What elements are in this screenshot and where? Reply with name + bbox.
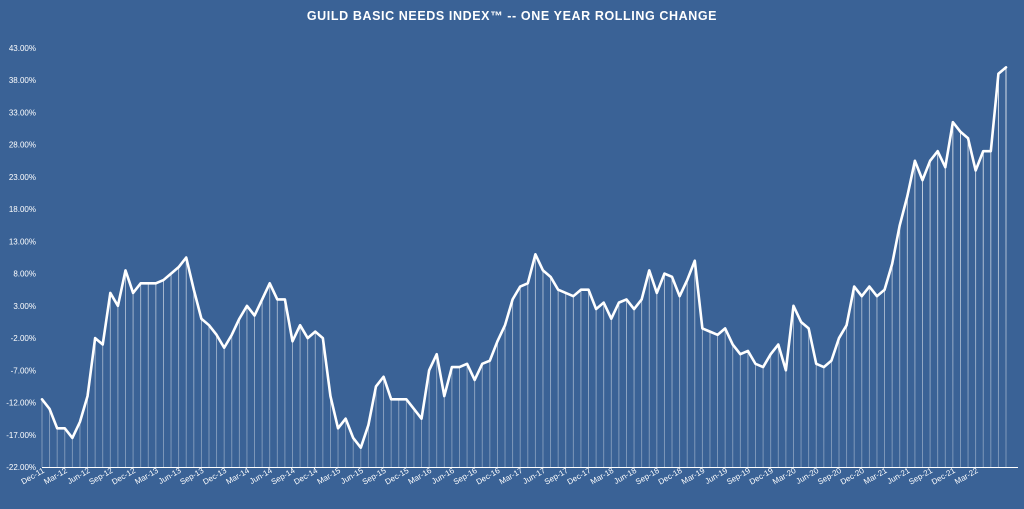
x-tick-label: Jun-17 — [521, 466, 547, 486]
x-tick-label: Dec-12 — [110, 466, 137, 487]
x-tick-label: Mar-15 — [316, 466, 343, 487]
y-tick-label: 3.00% — [13, 302, 36, 311]
y-tick-label: 13.00% — [9, 237, 36, 246]
x-tick-label: Jun-16 — [430, 466, 456, 486]
x-tick-label: Dec-20 — [839, 466, 866, 487]
x-tick-label: Sep-13 — [179, 466, 206, 487]
x-tick-label: Sep-18 — [634, 466, 661, 487]
x-tick-label: Dec-15 — [384, 466, 411, 487]
x-tick-label: Mar-21 — [862, 466, 889, 487]
y-tick-label: -2.00% — [11, 334, 36, 343]
x-tick-label: Jun-15 — [339, 466, 365, 486]
x-tick-label: Jun-21 — [886, 466, 912, 486]
x-tick-label: Mar-17 — [498, 466, 525, 487]
x-tick-label: Dec-16 — [475, 466, 502, 487]
x-tick-label: Jun-19 — [703, 466, 729, 486]
x-tick-label: Mar-12 — [42, 466, 69, 487]
x-tick-label: Sep-12 — [87, 466, 114, 487]
x-tick-label: Mar-13 — [133, 466, 160, 487]
x-tick-label: Sep-21 — [907, 466, 934, 487]
x-tick-label: Mar-16 — [407, 466, 434, 487]
y-tick-label: -22.00% — [6, 463, 36, 472]
x-tick-label: Dec-19 — [748, 466, 775, 487]
x-tick-label: Jun-20 — [795, 466, 821, 486]
y-tick-label: 38.00% — [9, 76, 36, 85]
x-tick-label: Jun-12 — [66, 466, 92, 486]
x-tick-label: Dec-18 — [657, 466, 684, 487]
x-tick-label: Mar-20 — [771, 466, 798, 487]
x-tick-label: Mar-18 — [589, 466, 616, 487]
y-tick-label: 23.00% — [9, 173, 36, 182]
x-tick-label: Jun-14 — [248, 466, 274, 486]
y-tick-label: 18.00% — [9, 205, 36, 214]
y-tick-label: -12.00% — [6, 399, 36, 408]
x-tick-label: Sep-17 — [543, 466, 570, 487]
chart-title: GUILD BASIC NEEDS INDEX™ -- ONE YEAR ROL… — [306, 9, 718, 23]
y-tick-label: 33.00% — [9, 108, 36, 117]
x-tick-label: Dec-17 — [566, 466, 593, 487]
y-tick-label: -7.00% — [11, 366, 36, 375]
x-tick-label: Mar-22 — [953, 466, 980, 487]
x-tick-label: Mar-14 — [224, 466, 251, 487]
y-tick-label: -17.00% — [6, 431, 36, 440]
x-tick-label: Dec-13 — [201, 466, 228, 487]
y-tick-label: 43.00% — [9, 44, 36, 53]
x-tick-label: Jun-18 — [612, 466, 638, 486]
x-tick-label: Dec-14 — [292, 466, 319, 487]
x-tick-label: Sep-19 — [725, 466, 752, 487]
x-tick-label: Jun-13 — [157, 466, 183, 486]
y-tick-label: 8.00% — [13, 270, 36, 279]
x-tick-label: Dec-21 — [930, 466, 957, 487]
x-tick-label: Sep-14 — [270, 466, 297, 487]
x-tick-label: Sep-20 — [816, 466, 843, 487]
y-tick-label: 28.00% — [9, 141, 36, 150]
x-tick-label: Mar-19 — [680, 466, 707, 487]
x-tick-label: Sep-16 — [452, 466, 479, 487]
x-tick-label: Sep-15 — [361, 466, 388, 487]
series-line — [40, 66, 1008, 449]
